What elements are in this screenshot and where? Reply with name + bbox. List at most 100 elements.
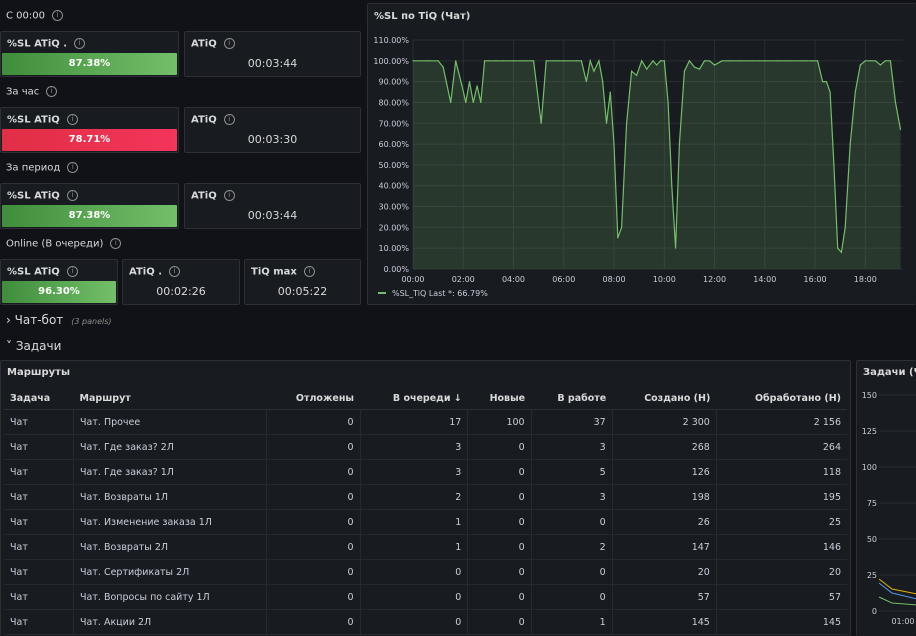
legend-item[interactable]: %SL_TiQ Last *: 66.79%	[392, 289, 488, 298]
table-row[interactable]: Чат Чат. Изменение заказа 1Л 0 1 0 0 26 25	[4, 509, 847, 535]
data-point	[729, 60, 731, 62]
table-cell: 195	[716, 484, 847, 510]
data-point	[545, 60, 547, 62]
table-row[interactable]: Чат Чат. Возвраты 2Л 0 1 0 2 147 146	[4, 534, 847, 560]
data-point	[884, 60, 887, 62]
group-label-online: Online (В очереди) i	[6, 238, 122, 250]
data-point	[540, 122, 542, 124]
data-point	[776, 60, 778, 62]
y-tick-label: 30.00%	[378, 203, 409, 212]
info-icon[interactable]: i	[66, 266, 78, 277]
column-header[interactable]: Новые	[467, 387, 532, 410]
data-point	[659, 60, 662, 62]
table-cell: 0	[266, 459, 361, 485]
info-icon[interactable]: i	[66, 190, 78, 201]
info-icon[interactable]: i	[74, 38, 86, 49]
table-cell: 5	[531, 459, 613, 485]
table-cell: 0	[360, 559, 469, 585]
section-tasks[interactable]: ˅ Задачи	[6, 339, 62, 353]
data-point	[874, 60, 876, 62]
table-cell: 147	[612, 534, 717, 560]
column-header[interactable]: В работе	[531, 387, 613, 410]
data-point	[450, 101, 452, 104]
info-icon[interactable]: i	[46, 86, 58, 97]
panel-title: ATiQ .	[129, 266, 162, 278]
group-label-since-midnight: С 00:00 i	[6, 10, 63, 22]
info-icon[interactable]: i	[223, 114, 235, 125]
info-icon[interactable]: i	[51, 10, 63, 21]
data-point	[663, 60, 665, 62]
group-label-last-hour: За час i	[6, 86, 58, 98]
table-row[interactable]: Чат Чат. Сертификаты 2Л 0 0 0 0 20 20	[4, 559, 847, 585]
panel-sl-atiq-online: %SL ATiQ i 96.30%	[0, 259, 118, 305]
info-icon[interactable]: i	[223, 190, 235, 201]
info-icon[interactable]: i	[110, 238, 122, 249]
table-cell: 0	[266, 609, 361, 635]
info-icon[interactable]: i	[303, 266, 315, 277]
info-icon[interactable]: i	[169, 266, 180, 277]
y-tick-label: 70.00%	[378, 119, 409, 128]
table-row[interactable]: Чат Чат. Вопросы по сайту 1Л 0 0 0 0 57 57	[4, 584, 847, 610]
chevron-down-icon: ˅	[6, 339, 12, 353]
x-tick-label: 01:00	[891, 617, 914, 626]
info-icon[interactable]: i	[223, 38, 235, 49]
data-point	[683, 70, 685, 72]
table-cell: 145	[612, 609, 717, 635]
y-tick-label: 100	[862, 463, 877, 472]
column-header[interactable]: Задача	[4, 387, 74, 410]
column-header[interactable]: В очереди ↓	[360, 387, 468, 410]
section-chatbot[interactable]: › Чат-бот (3 panels)	[6, 313, 112, 327]
atiq-value: 00:03:44	[247, 57, 298, 70]
data-point	[412, 60, 414, 62]
table-cell: 2	[360, 484, 469, 510]
data-point	[840, 251, 843, 253]
data-point	[667, 101, 669, 104]
table-cell: 0	[467, 509, 532, 535]
series-line	[878, 582, 916, 600]
x-tick-label: 06:00	[552, 275, 575, 284]
data-point	[455, 60, 457, 62]
tasks-chart-panel: Задачи (Чат 150 125 100 75 50 25 0 01:00	[856, 360, 916, 636]
table-row[interactable]: Чат Чат. Где заказ? 1Л 0 3 0 5 126 118	[4, 459, 847, 485]
column-header[interactable]: Обработано (Н)	[716, 387, 847, 410]
routes-panel: Маршруты Задача Маршрут Отложены В очереди …	[0, 360, 851, 636]
data-point	[533, 60, 535, 62]
column-header[interactable]: Маршрут	[73, 387, 267, 410]
y-tick-label: 20.00%	[378, 223, 409, 232]
column-header[interactable]: Отложены	[266, 387, 361, 410]
info-icon[interactable]: i	[67, 162, 79, 173]
series-line	[878, 578, 916, 595]
table-cell: 1	[360, 509, 469, 535]
table-row[interactable]: Чат Чат. Возвраты 1Л 0 2 0 3 198 195	[4, 484, 847, 510]
routes-title: Маршруты	[7, 367, 70, 378]
table-cell: 264	[716, 434, 847, 460]
column-header[interactable]: Создано (Н)	[612, 387, 717, 410]
table-row[interactable]: Чат Чат. Акции 2Л 0 0 0 1 145 145	[4, 609, 847, 635]
panel-title: ATiQ	[191, 38, 217, 50]
table-cell: Чат. Где заказ? 1Л	[73, 459, 268, 485]
table-row[interactable]: Чат Чат. Где заказ? 2Л 0 3 0 3 268 264	[4, 434, 847, 460]
tasks-mini-chart: 150 125 100 75 50 25 0 01:00	[862, 391, 916, 626]
data-point	[553, 60, 555, 62]
series-line	[413, 58, 902, 254]
table-cell: Чат. Вопросы по сайту 1Л	[73, 584, 268, 610]
data-point	[894, 101, 897, 104]
info-icon[interactable]: i	[66, 114, 78, 125]
data-point	[703, 60, 706, 62]
data-point	[739, 60, 741, 62]
table-cell: 146	[716, 534, 847, 560]
x-tick-label: 12:00	[703, 275, 726, 284]
data-point	[764, 60, 766, 62]
table-cell: 0	[467, 484, 532, 510]
table-row[interactable]: Чат Чат. Прочее 0 17 100 37 2 300 2 156	[4, 409, 847, 435]
sl-value-bar: 87.38%	[2, 53, 177, 75]
data-point	[713, 64, 716, 66]
data-point	[833, 164, 835, 166]
table-cell: 57	[716, 584, 847, 610]
x-tick-label: 02:00	[452, 275, 475, 284]
table-cell: 3	[360, 459, 469, 485]
data-point	[580, 60, 582, 62]
table-cell: 3	[531, 434, 613, 460]
y-tick-label: 125	[862, 427, 877, 436]
data-point	[585, 81, 587, 83]
